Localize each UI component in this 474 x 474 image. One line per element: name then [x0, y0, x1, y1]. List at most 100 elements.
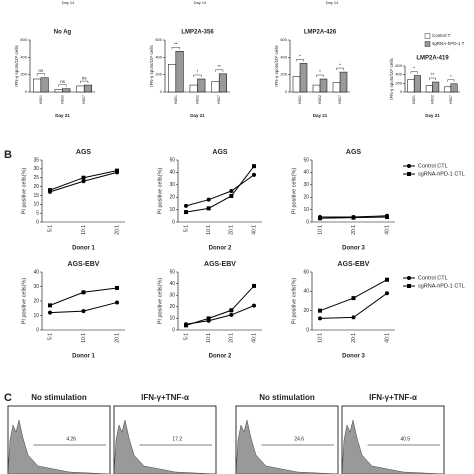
bar	[218, 73, 228, 93]
bar	[211, 81, 220, 93]
y-tick-label: 15	[33, 193, 39, 199]
legend-label: sgRNA-hPD-1 CTL	[418, 171, 465, 177]
x-tick-label: 10:1	[317, 333, 323, 343]
significance-label: ns	[82, 75, 88, 80]
y-tick-label: 200	[280, 72, 287, 77]
x-tick-label: HD02	[430, 95, 434, 104]
data-point	[115, 168, 119, 173]
data-point	[184, 323, 188, 328]
data-point	[229, 308, 234, 313]
bar	[175, 51, 184, 93]
y-tick-label: 20	[33, 184, 39, 190]
data-point	[252, 303, 256, 308]
x-tick-label: 10:1	[317, 225, 323, 235]
significance-label: **	[217, 64, 221, 69]
bar	[425, 85, 433, 93]
x-tick-label: 10:1	[81, 225, 87, 235]
y-tick-label: 60	[303, 269, 309, 275]
significance-bracket	[80, 80, 89, 84]
bar	[413, 75, 421, 93]
legend-marker	[407, 284, 411, 288]
significance-bracket	[171, 47, 180, 50]
y-tick-label: 50	[303, 157, 309, 163]
y-tick-label: 10	[33, 313, 39, 319]
y-tick-label: 0	[36, 327, 39, 333]
x-tick-label: HD07	[338, 95, 342, 104]
gate-value: 24.6	[294, 436, 304, 442]
x-tick-label: 40:1	[384, 333, 390, 343]
y-tick-label: 400	[155, 54, 162, 59]
data-point	[318, 316, 322, 321]
data-point	[48, 310, 52, 315]
legend-label: sgRNA-hPD-1 CTL	[418, 283, 465, 289]
cropped-label: Day 14	[62, 0, 75, 5]
x-tick-label: 20:1	[351, 333, 357, 343]
x-axis-label: Donor 1	[72, 246, 95, 252]
x-axis-label: Day 21	[313, 113, 328, 118]
y-tick-label: 600	[395, 63, 402, 68]
y-tick-label: 40	[303, 170, 309, 176]
legend-label: Control CTL	[418, 163, 448, 169]
chart-title: AGS	[346, 149, 362, 156]
y-tick-label: 20	[303, 195, 309, 201]
x-tick-label: 40:1	[384, 225, 390, 235]
data-point	[351, 215, 356, 220]
gate-value: 17.2	[172, 436, 182, 442]
data-point	[385, 291, 389, 296]
significance-label: *	[339, 62, 341, 67]
flow-frame	[235, 405, 339, 474]
gate-value: 40.5	[400, 436, 410, 442]
series-line	[185, 174, 255, 207]
y-tick-label: 0	[306, 327, 309, 333]
data-point	[115, 285, 119, 290]
series-line	[185, 305, 255, 325]
y-tick-label: 35	[33, 157, 39, 163]
significance-bracket	[193, 74, 202, 77]
y-tick-label: 30	[33, 284, 39, 290]
x-tick-label: 20:1	[351, 225, 357, 235]
x-axis-label: Donor 2	[209, 246, 232, 252]
x-tick-label: 5:1	[47, 225, 53, 232]
chart-title: AGS	[212, 149, 228, 156]
x-tick-label: HD02	[195, 95, 199, 104]
bar	[319, 78, 328, 93]
significance-bracket	[58, 84, 67, 87]
y-tick-label: 40	[169, 170, 175, 176]
significance-label: *	[450, 74, 452, 79]
data-point	[385, 277, 389, 282]
data-point	[48, 188, 52, 193]
x-axis-label: Day 21	[190, 113, 205, 118]
bar	[54, 89, 63, 93]
chart-title: LMP2A-356	[181, 30, 214, 36]
y-tick-label: 400	[20, 54, 27, 59]
data-point	[206, 206, 211, 211]
x-axis-label: Donor 3	[342, 246, 365, 252]
x-tick-label: HD02	[60, 95, 64, 104]
x-tick-label: HD01	[412, 95, 416, 104]
x-tick-label: HD07	[82, 95, 86, 104]
data-point	[351, 315, 356, 320]
series-line	[185, 285, 255, 326]
chart-title: LMP2A-426	[304, 30, 337, 36]
bar	[197, 78, 206, 93]
cropped-label: Day 14	[194, 0, 207, 5]
y-tick-label: 40	[33, 269, 39, 275]
data-point	[206, 316, 211, 321]
y-tick-label: 600	[155, 37, 162, 42]
y-tick-label: 200	[395, 80, 402, 85]
y-axis-label: IFN-γ spots/10⁵ cells	[149, 45, 154, 87]
bar	[76, 85, 85, 93]
y-tick-label: 20	[303, 308, 309, 314]
flow-histogram	[235, 419, 339, 474]
data-point	[252, 283, 256, 288]
bar	[168, 64, 177, 93]
x-tick-label: HD01	[39, 95, 43, 104]
significance-label: **	[431, 72, 435, 77]
bar	[33, 78, 42, 93]
bar	[299, 63, 308, 93]
bar	[339, 71, 348, 93]
y-tick-label: 0	[172, 327, 175, 333]
chart-title: LMP2A-419	[416, 56, 449, 62]
y-tick-label: 200	[155, 72, 162, 77]
